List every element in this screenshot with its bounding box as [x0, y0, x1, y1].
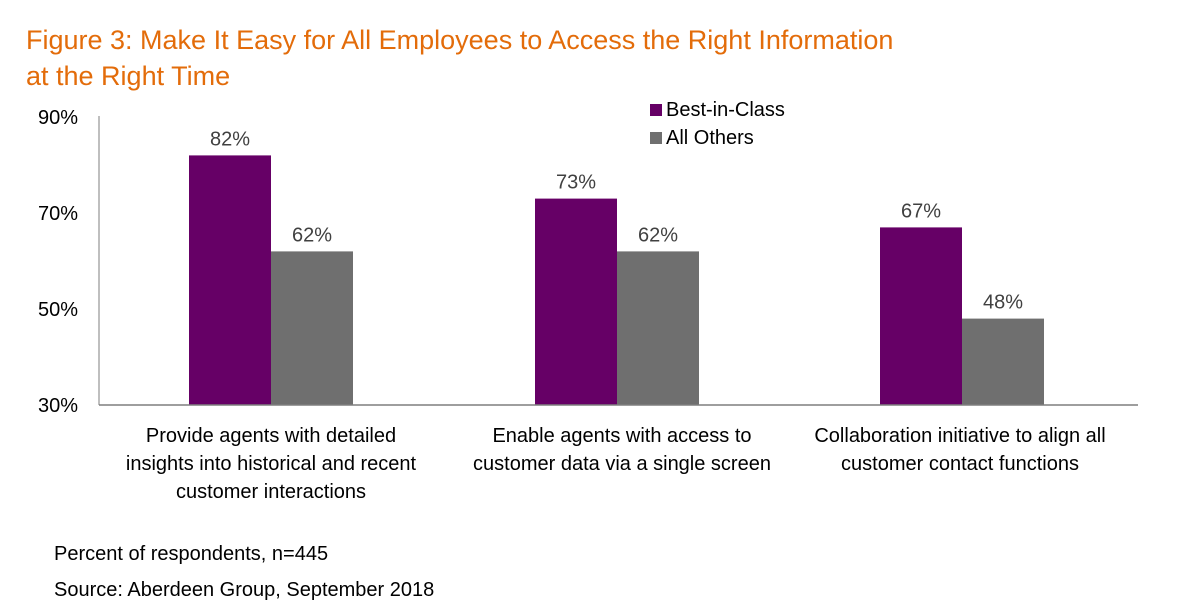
- bars: [189, 155, 1044, 405]
- bar-all-others: [271, 251, 353, 405]
- bar-all-others: [617, 251, 699, 405]
- bar-best-in-class: [880, 227, 962, 405]
- footnote-respondents: Percent of respondents, n=445: [54, 543, 329, 565]
- x-category-label: Provide agents with detailed insights in…: [125, 425, 417, 503]
- legend-swatch-all-others: [650, 132, 662, 144]
- bar-all-others: [962, 318, 1044, 405]
- y-tick-label: 30%: [38, 395, 78, 417]
- legend-swatch-best-in-class: [650, 104, 662, 116]
- y-tick-label: 90%: [38, 107, 78, 129]
- legend-label-best-in-class: Best-in-Class: [666, 98, 785, 121]
- x-category-label: Enable agents with access to customer da…: [473, 425, 771, 475]
- x-category-label: Collaboration initiative to align all cu…: [814, 425, 1106, 475]
- y-axis-ticks: 30% 50% 70% 90%: [38, 107, 78, 417]
- bar-best-in-class: [189, 155, 271, 405]
- chart-title-line-2: at the Right Time: [26, 61, 231, 91]
- legend-item-best-in-class: Best-in-Class: [650, 96, 785, 124]
- data-label: 48%: [983, 292, 1023, 314]
- footnote-source: Source: Aberdeen Group, September 2018: [54, 579, 435, 601]
- y-tick-label: 70%: [38, 203, 78, 225]
- data-label: 73%: [556, 172, 596, 194]
- data-label: 82%: [210, 128, 250, 150]
- chart-title: Figure 3: Make It Easy for All Employees…: [26, 22, 1026, 94]
- data-label: 62%: [292, 224, 332, 246]
- legend: Best-in-Class All Others: [650, 96, 785, 152]
- chart-title-line-1: Figure 3: Make It Easy for All Employees…: [26, 25, 894, 55]
- y-tick-label: 50%: [38, 299, 78, 321]
- legend-item-all-others: All Others: [650, 124, 785, 152]
- legend-label-all-others: All Others: [666, 126, 754, 149]
- data-labels: 82% 73% 67% 62% 62% 48%: [210, 128, 1023, 313]
- data-label: 62%: [638, 224, 678, 246]
- data-label: 67%: [901, 200, 941, 222]
- bar-best-in-class: [535, 198, 617, 405]
